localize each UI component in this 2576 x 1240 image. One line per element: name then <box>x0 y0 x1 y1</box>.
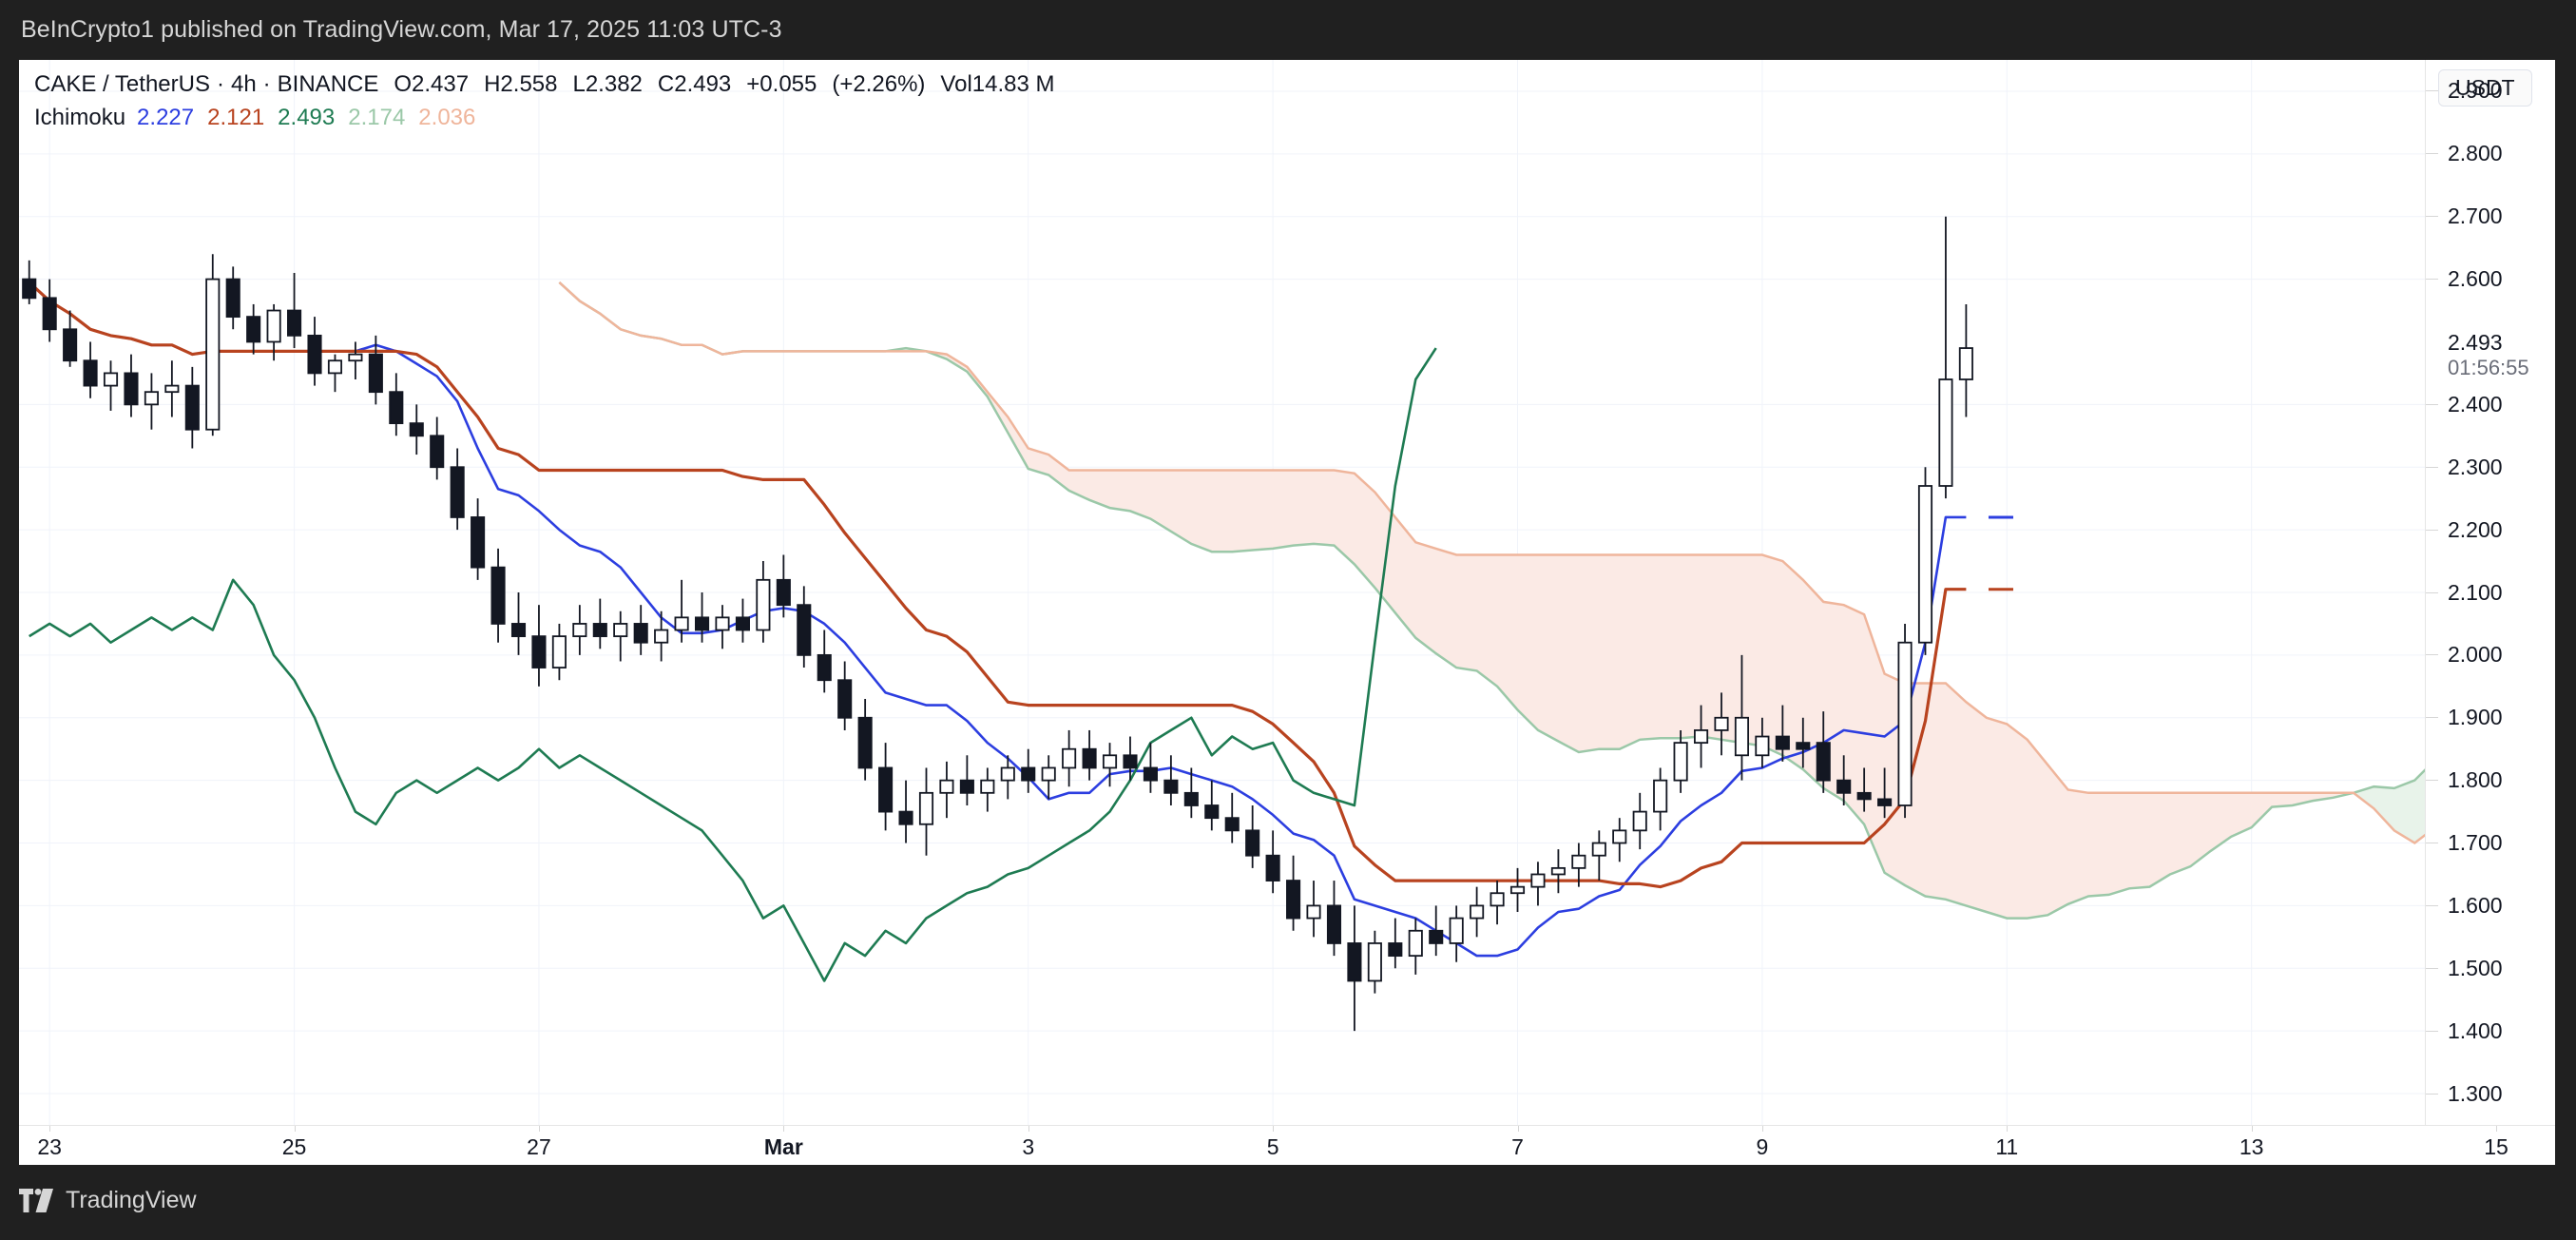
price-tick-dash <box>2426 90 2438 92</box>
footer-branding[interactable]: TradingView <box>19 1176 197 1224</box>
attribution-text: BeInCrypto1 published on TradingView.com… <box>21 16 782 43</box>
price-tick: 1.400 <box>2426 1017 2556 1045</box>
price-tick-label: 2.000 <box>2448 642 2503 668</box>
time-tick-label: 13 <box>2239 1134 2264 1159</box>
price-tick-dash <box>2426 967 2438 969</box>
price-tick: 1.600 <box>2426 891 2556 920</box>
price-axis[interactable]: USDT 2.900 2.800 2.700 2.600 2.400 2.300 2.200… <box>2425 60 2555 1125</box>
price-tick: 2.900 <box>2426 77 2556 106</box>
time-tick-label: 23 <box>37 1134 62 1159</box>
candlestick-series[interactable] <box>19 60 2425 1125</box>
time-tick-label: 5 <box>1266 1134 1279 1159</box>
price-tick-label: 1.900 <box>2448 705 2503 730</box>
time-tick-mark <box>1761 1126 1763 1132</box>
price-tick-label: 2.300 <box>2448 454 2503 479</box>
price-tick: 2.800 <box>2426 140 2556 168</box>
tradingview-logo-icon <box>19 1188 53 1212</box>
time-tick-mark <box>294 1126 296 1132</box>
time-tick-mark <box>1273 1126 1275 1132</box>
time-tick-label: 9 <box>1756 1134 1769 1159</box>
price-tick: 2.300 <box>2426 453 2556 481</box>
price-tick: 2.400 <box>2426 390 2556 418</box>
price-tick: 2.700 <box>2426 203 2556 231</box>
time-tick-mark <box>2007 1126 2009 1132</box>
price-tick-dash <box>2426 1093 2438 1095</box>
time-axis[interactable]: 232527Mar3579111315171921 <box>19 1125 2555 1165</box>
price-tick-label: 1.800 <box>2448 767 2503 793</box>
price-tick-dash <box>2426 153 2438 155</box>
time-tick-mark <box>783 1126 785 1132</box>
time-tick-mark <box>538 1126 540 1132</box>
price-tick-dash <box>2426 529 2438 531</box>
price-tick: 1.900 <box>2426 704 2556 732</box>
price-tick-dash <box>2426 591 2438 593</box>
price-tick: 1.800 <box>2426 766 2556 795</box>
price-tick-label: 2.600 <box>2448 266 2503 292</box>
time-tick-mark <box>49 1126 51 1132</box>
time-tick-label: 15 <box>2484 1134 2509 1159</box>
price-tick-label: 1.300 <box>2448 1080 2503 1106</box>
price-tick-label: 2.700 <box>2448 203 2503 229</box>
price-tick-label: 2.200 <box>2448 516 2503 542</box>
ichimoku-lines-layer <box>28 281 1967 982</box>
price-tick-dash <box>2426 403 2438 405</box>
price-tick-label: 2.400 <box>2448 391 2503 417</box>
attribution-bar: BeInCrypto1 published on TradingView.com… <box>0 0 2576 60</box>
price-tick: 2.200 <box>2426 515 2556 544</box>
time-tick-label: 11 <box>1995 1134 2019 1159</box>
time-tick-mark <box>2496 1126 2498 1132</box>
time-tick-label: Mar <box>763 1134 803 1159</box>
chart-panel[interactable]: CAKE / TetherUS · 4h · BINANCE O2.437 H2… <box>19 60 2555 1165</box>
price-tick-label: 2.100 <box>2448 579 2503 605</box>
current-price-value: 2.493 <box>2448 330 2503 356</box>
price-tick-dash <box>2426 216 2438 218</box>
price-tick-dash <box>2426 904 2438 906</box>
time-tick-label: 3 <box>1022 1134 1035 1159</box>
price-tick-dash <box>2426 717 2438 719</box>
time-tick-label: 27 <box>527 1134 551 1159</box>
price-plot-area[interactable]: CAKE / TetherUS · 4h · BINANCE O2.437 H2… <box>19 60 2425 1125</box>
price-tick: 1.300 <box>2426 1079 2556 1108</box>
price-tick-dash <box>2426 1030 2438 1032</box>
price-marker-layer <box>1988 515 2013 591</box>
grid-layer <box>19 60 2425 1125</box>
time-tick-mark <box>1028 1126 1029 1132</box>
price-tick-dash <box>2426 279 2438 281</box>
price-tick-dash <box>2426 654 2438 656</box>
price-tick-label: 2.900 <box>2448 78 2503 104</box>
currency-chip[interactable]: USDT <box>2438 69 2532 107</box>
time-tick-mark <box>2251 1126 2253 1132</box>
price-tick: 1.500 <box>2426 954 2556 982</box>
ichimoku-cloud-layer <box>558 281 2425 920</box>
bar-countdown-timer: 01:56:55 <box>2448 355 2529 379</box>
price-tick-label: 2.800 <box>2448 141 2503 166</box>
current-price-marker: 2.493 01:56:55 <box>2426 330 2556 379</box>
price-tick-label: 1.600 <box>2448 892 2503 918</box>
price-tick-label: 1.500 <box>2448 955 2503 980</box>
time-tick-label: 7 <box>1511 1134 1524 1159</box>
time-tick-label: 25 <box>281 1134 307 1159</box>
price-tick-dash <box>2426 780 2438 782</box>
time-tick-mark <box>1517 1126 1519 1132</box>
price-tick: 2.100 <box>2426 578 2556 607</box>
price-tick-dash <box>2426 466 2438 468</box>
price-tick: 2.600 <box>2426 265 2556 294</box>
price-tick-label: 1.400 <box>2448 1017 2503 1043</box>
price-tick-label: 1.700 <box>2448 830 2503 856</box>
tradingview-wordmark: TradingView <box>66 1186 197 1213</box>
price-tick: 2.000 <box>2426 641 2556 669</box>
price-tick: 1.700 <box>2426 829 2556 858</box>
